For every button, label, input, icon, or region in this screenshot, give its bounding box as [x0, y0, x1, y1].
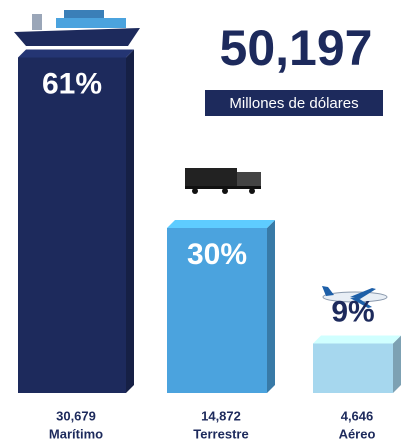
bar-top [18, 49, 134, 58]
value-label: 30% [187, 238, 247, 271]
bar-side [126, 49, 134, 393]
bar [167, 228, 267, 393]
value-label: 61% [42, 67, 102, 100]
subtitle-box [205, 90, 383, 116]
truck-icon [185, 168, 261, 194]
category-label: Aéreo [339, 426, 376, 441]
category-label: Marítimo [49, 426, 103, 441]
bar-top [167, 220, 275, 228]
bar-side [267, 220, 275, 393]
plane-icon [322, 286, 388, 308]
bar-top [313, 335, 401, 344]
chart-subtitle: Millones de dólares [229, 95, 358, 112]
amount-label: 14,872 [201, 408, 241, 423]
amount-label: 30,679 [56, 408, 96, 423]
bar [18, 57, 126, 393]
value-label: 9% [331, 295, 374, 328]
bar [313, 343, 393, 393]
category-label: Terrestre [193, 426, 248, 441]
amount-label: 4,646 [341, 408, 374, 423]
ship-icon [14, 10, 140, 46]
chart-title: 50,197 [220, 20, 373, 76]
bar-side [393, 335, 401, 393]
